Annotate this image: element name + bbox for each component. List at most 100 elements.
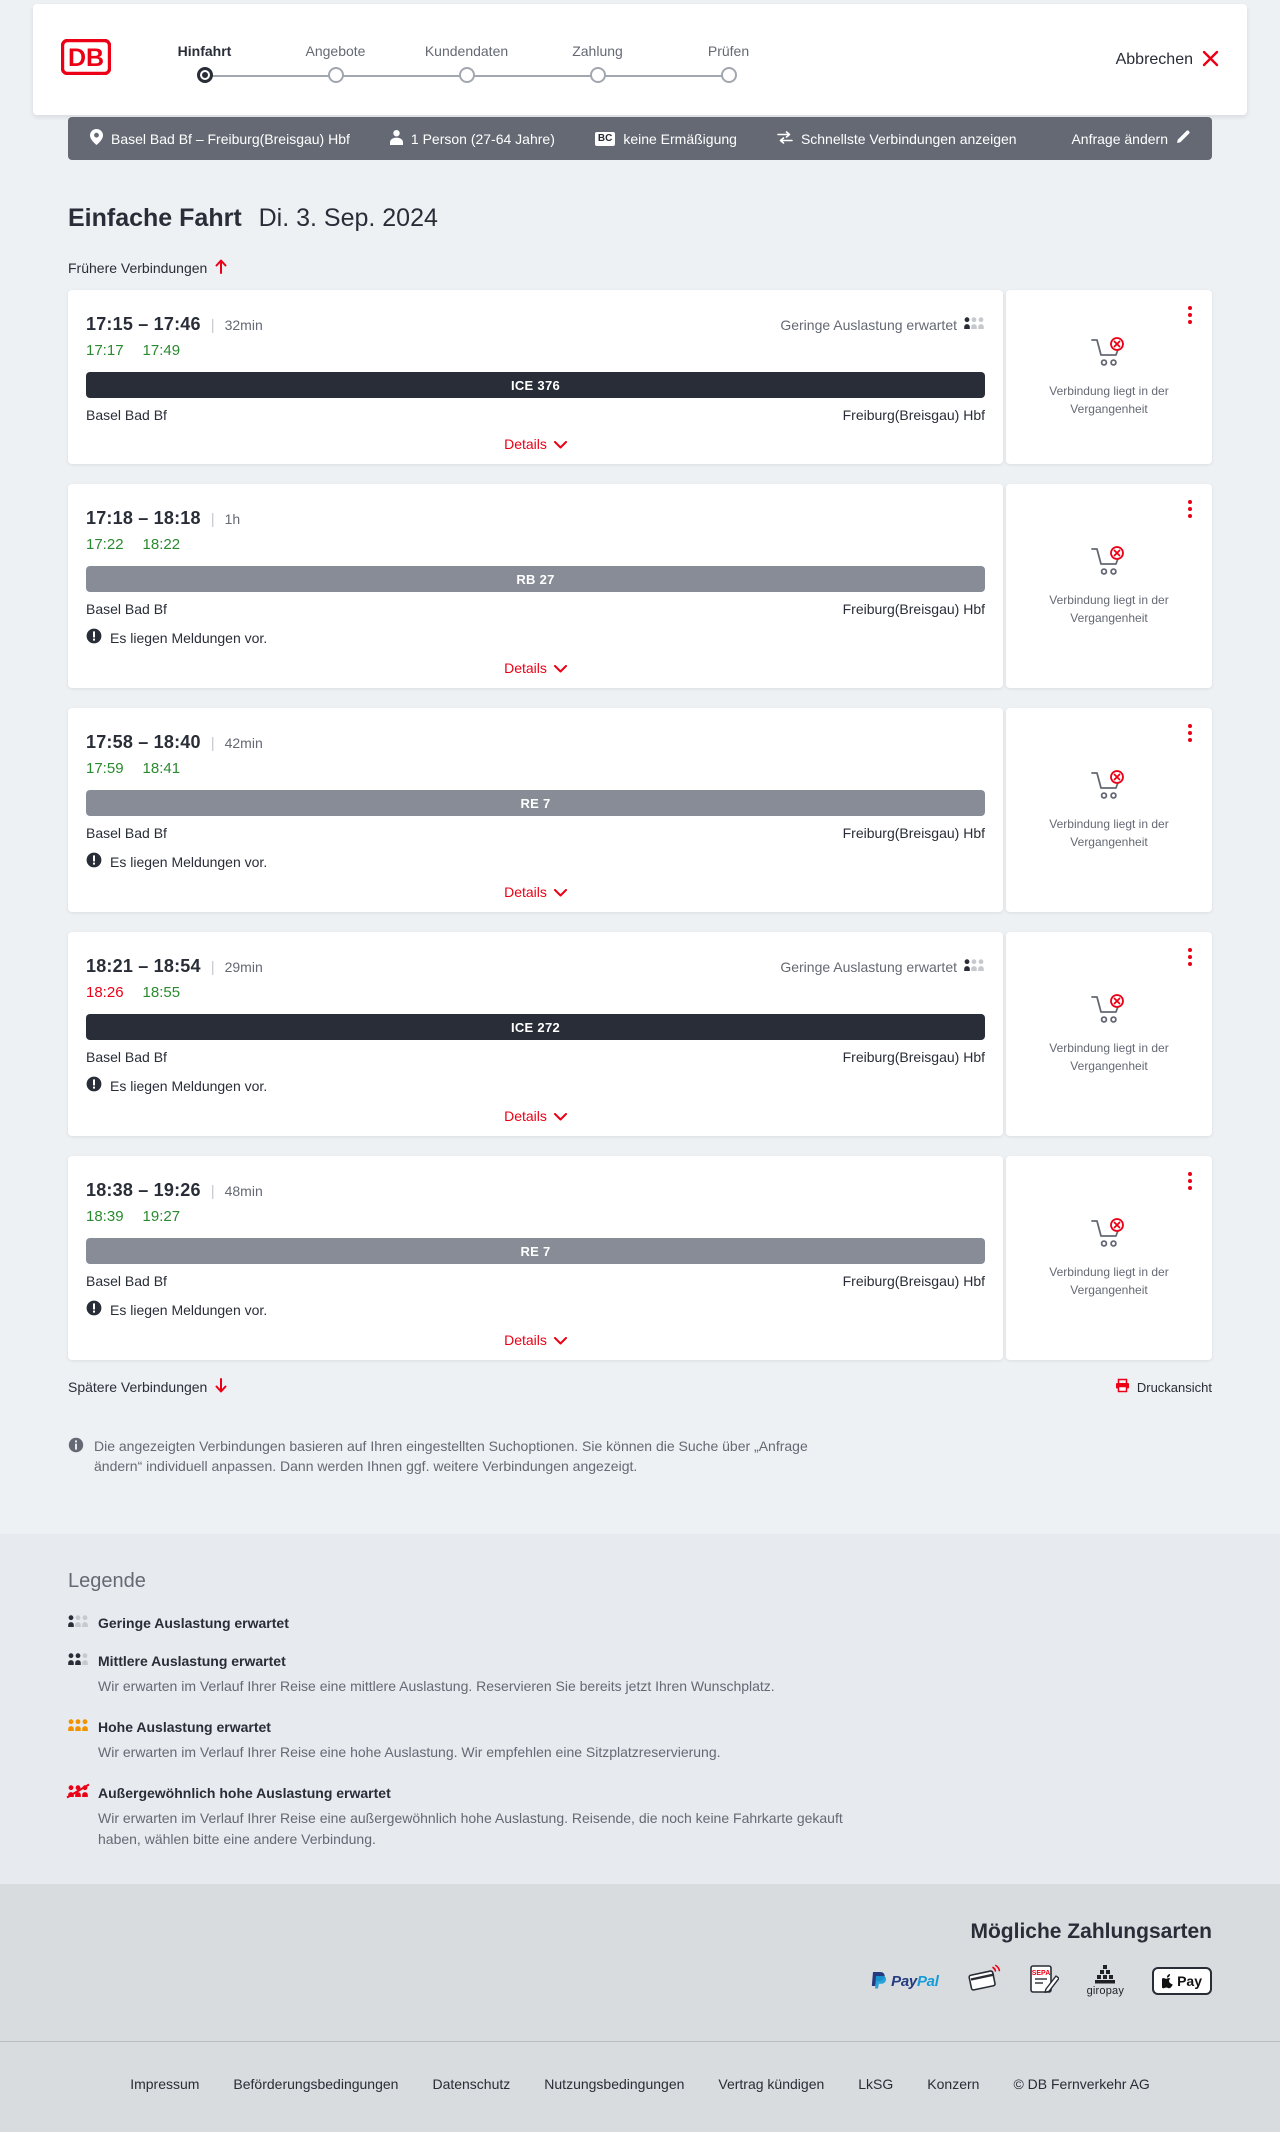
destination-station: Freiburg(Breisgau) Hbf [842, 1273, 985, 1289]
occupancy-low-icon [68, 1614, 89, 1631]
page-title: Einfache Fahrt Di. 3. Sep. 2024 [68, 204, 1212, 233]
earlier-connections-button[interactable]: Frühere Verbindungen [68, 259, 227, 277]
separator: | [210, 1183, 215, 1200]
more-options-button[interactable] [1184, 720, 1196, 746]
connection-card[interactable]: 18:21 – 18:54 | 29min Geringe Auslastung… [68, 932, 1003, 1136]
alert-icon [86, 1076, 102, 1095]
details-label: Details [504, 1332, 547, 1348]
connection-times: 17:58 – 18:40 | 42min [86, 732, 263, 753]
legend-item: Geringe Auslastung erwartet [68, 1615, 1212, 1631]
site-footer: Impressum Beförderungsbedingungen Datensch… [0, 2040, 1280, 2132]
more-options-button[interactable] [1184, 302, 1196, 328]
details-button[interactable]: Details [504, 1108, 567, 1124]
cancel-button[interactable]: Abbrechen [1116, 50, 1219, 70]
duration: 42min [224, 735, 263, 751]
info-note: Die angezeigten Verbindungen basieren au… [68, 1436, 1212, 1477]
connection-card[interactable]: 17:18 – 18:18 | 1h 17:22 18:22 RB 27 Bas… [68, 484, 1003, 688]
sort-arrows-icon [777, 130, 793, 147]
occupancy-high-icon [68, 1718, 89, 1735]
past-connection-note: Verbindung liegt in der Vergangenheit [1049, 1265, 1169, 1297]
later-connections-label: Spätere Verbindungen [68, 1379, 208, 1395]
arrow-up-icon [215, 259, 227, 277]
contactless-card-icon [967, 1964, 1001, 1999]
edit-request-button[interactable]: Anfrage ändern [1071, 130, 1190, 147]
origin-station: Basel Bad Bf [86, 407, 167, 423]
footer-link[interactable]: Datenschutz [432, 2075, 511, 2092]
step-label: Kundendaten [424, 43, 509, 59]
details-label: Details [504, 884, 547, 900]
train-segment-bar: RE 7 [86, 790, 985, 816]
legend-item-description: Wir erwarten im Verlauf Ihrer Reise eine… [98, 1809, 843, 1847]
footer-link[interactable]: Konzern [927, 2075, 980, 2092]
realtime-arrival: 17:49 [142, 342, 181, 359]
later-connections-button[interactable]: Spätere Verbindungen [68, 1378, 227, 1396]
payment-method-card-contactless [967, 1964, 1001, 1999]
footer-link[interactable]: LkSG [858, 2075, 894, 2092]
cart-unavailable-icon [1090, 545, 1128, 582]
realtime-arrival: 18:55 [142, 984, 181, 1001]
train-segment-bar: RE 7 [86, 1238, 985, 1264]
step-kundendaten[interactable]: Kundendaten [401, 42, 532, 83]
realtime-row: 17:17 17:49 [86, 342, 985, 359]
info-text: Die angezeigten Verbindungen basieren au… [94, 1438, 808, 1475]
more-options-button[interactable] [1184, 1168, 1196, 1194]
past-connection-note: Verbindung liegt in der Vergangenheit [1049, 384, 1169, 416]
more-options-button[interactable] [1184, 496, 1196, 522]
realtime-departure: 17:22 [86, 536, 124, 553]
db-logo: DB [60, 38, 112, 80]
details-button[interactable]: Details [504, 436, 567, 452]
time-range: 17:58 – 18:40 [86, 732, 201, 752]
duration: 48min [224, 1183, 263, 1199]
route-label: Basel Bad Bf – Freiburg(Breisgau) Hbf [111, 130, 350, 147]
message-row: Es liegen Meldungen vor. [86, 628, 985, 647]
realtime-arrival: 19:27 [142, 1208, 181, 1225]
location-pin-icon [90, 129, 103, 148]
step-hinfahrt[interactable]: Hinfahrt [139, 42, 270, 83]
svg-text:DB: DB [68, 44, 104, 72]
earlier-connections-label: Frühere Verbindungen [68, 260, 208, 276]
payment-method-paypal: PayPal [870, 1971, 939, 1991]
stations-row: Basel Bad Bf Freiburg(Breisgau) Hbf [86, 601, 985, 617]
connection-row: 17:15 – 17:46 | 32min Geringe Auslastung… [68, 290, 1212, 464]
connection-card[interactable]: 18:38 – 19:26 | 48min 18:39 19:27 RE 7 B… [68, 1156, 1003, 1360]
occupancy-low-icon [964, 959, 985, 975]
realtime-row: 17:59 18:41 [86, 760, 985, 777]
step-dot-icon [327, 67, 344, 83]
footer-link[interactable]: Nutzungsbedingungen [544, 2075, 685, 2092]
train-label: RE 7 [520, 795, 551, 811]
details-button[interactable]: Details [504, 884, 567, 900]
legend-item-label: Mittlere Auslastung erwartet [98, 1652, 286, 1669]
sort-summary: Schnellste Verbindungen anzeigen [777, 131, 1017, 147]
realtime-row: 17:22 18:22 [86, 536, 985, 553]
realtime-departure: 17:59 [86, 760, 124, 777]
legend-title: Legende [68, 1569, 146, 1592]
legend-item-description: Wir erwarten im Verlauf Ihrer Reise eine… [98, 1677, 775, 1694]
destination-station: Freiburg(Breisgau) Hbf [842, 601, 985, 617]
step-prfen[interactable]: Prüfen [663, 42, 794, 83]
connection-side-card: Verbindung liegt in der Vergangenheit [1006, 708, 1212, 912]
duration: 29min [224, 959, 263, 975]
connection-card[interactable]: 17:15 – 17:46 | 32min Geringe Auslastung… [68, 290, 1003, 464]
train-segment-bar: RB 27 [86, 566, 985, 592]
printer-icon [1115, 1378, 1130, 1396]
details-button[interactable]: Details [504, 660, 567, 676]
print-view-button[interactable]: Druckansicht [1115, 1378, 1212, 1396]
footer-link[interactable]: Vertrag kündigen [718, 2075, 825, 2092]
duration: 32min [224, 317, 263, 333]
sepa-icon: SEPA [1029, 1964, 1060, 1999]
connection-times: 18:21 – 18:54 | 29min [86, 956, 263, 977]
step-angebote[interactable]: Angebote [270, 42, 401, 83]
legend-item: Mittlere Auslastung erwartet Wir erwarte… [68, 1653, 1212, 1697]
realtime-departure: 17:17 [86, 342, 124, 359]
more-options-button[interactable] [1184, 944, 1196, 970]
cancel-label: Abbrechen [1115, 50, 1193, 68]
time-range: 17:15 – 17:46 [86, 314, 201, 334]
step-zahlung[interactable]: Zahlung [532, 42, 663, 83]
connection-card[interactable]: 17:58 – 18:40 | 42min 17:59 18:41 RE 7 B… [68, 708, 1003, 912]
bahncard-icon: BC [594, 131, 616, 146]
footer-link[interactable]: Beförderungsbedingungen [233, 2075, 399, 2092]
connection-side-card: Verbindung liegt in der Vergangenheit [1006, 1156, 1212, 1360]
details-button[interactable]: Details [504, 1332, 567, 1348]
footer-link[interactable]: Impressum [130, 2075, 200, 2092]
message-row: Es liegen Meldungen vor. [86, 1300, 985, 1319]
